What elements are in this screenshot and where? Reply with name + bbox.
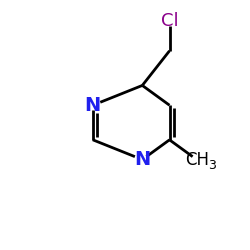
Text: N: N	[134, 150, 150, 169]
Text: N: N	[85, 96, 101, 115]
Text: Cl: Cl	[161, 12, 178, 30]
Text: CH: CH	[185, 150, 209, 168]
Text: 3: 3	[208, 159, 216, 172]
